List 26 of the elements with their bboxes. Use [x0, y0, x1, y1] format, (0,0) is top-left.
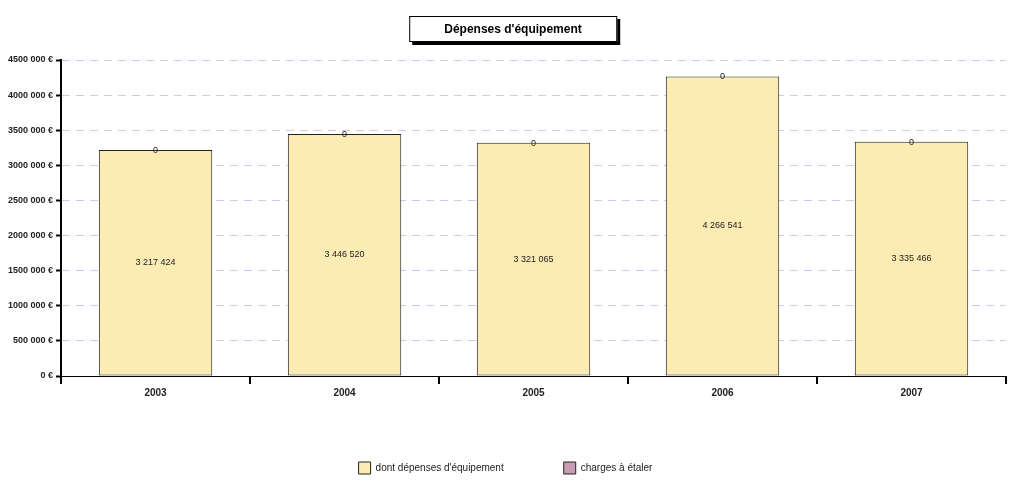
- x-tick-label: 2007: [900, 386, 924, 398]
- x-tick-label: 2006: [711, 386, 735, 398]
- data-label: 3 217 424: [135, 257, 176, 268]
- y-tick-label: 0 €: [40, 370, 54, 381]
- data-label: 3 335 466: [891, 253, 932, 264]
- x-tick-label: 2003: [144, 386, 168, 398]
- y-tick-label: 1500 000 €: [8, 265, 54, 276]
- y-tick-label: 1000 000 €: [8, 300, 54, 311]
- data-label: 3 321 065: [513, 253, 554, 264]
- data-label: 3 446 520: [324, 249, 365, 260]
- data-label: 0: [531, 137, 537, 148]
- y-tick-label: 3000 000 €: [8, 159, 54, 170]
- y-tick-label: 4000 000 €: [8, 89, 54, 100]
- y-tick-label: 2500 000 €: [8, 194, 54, 205]
- x-tick-label: 2005: [522, 386, 546, 398]
- y-tick-label: 3500 000 €: [8, 124, 54, 135]
- data-label: 4 266 541: [702, 220, 743, 231]
- legend-label: dont dépenses d'équipement: [375, 461, 504, 473]
- x-tick-label: 2004: [333, 386, 357, 398]
- y-tick-label: 2000 000 €: [8, 230, 54, 241]
- y-tick-label: 4500 000 €: [8, 54, 54, 65]
- legend-label: charges à étaler: [580, 461, 654, 473]
- y-tick-label: 500 000 €: [13, 335, 54, 346]
- data-label: 0: [909, 136, 915, 147]
- chart-title: Dépenses d'équipement: [409, 16, 617, 42]
- data-label: 0: [720, 71, 726, 82]
